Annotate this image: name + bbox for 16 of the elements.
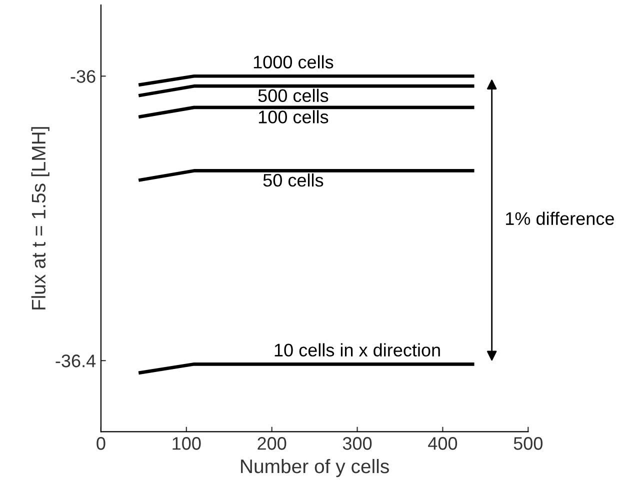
annotation: 1% difference	[506, 212, 614, 225]
series-label: 500 cells	[258, 88, 328, 102]
x-tick-label: 100	[172, 437, 201, 450]
series-label: 50 cells	[263, 173, 324, 187]
y-axis-title: Flux at t = 1.5s [LMH]	[31, 127, 50, 310]
x-axis-title: Number of y cells	[241, 458, 389, 478]
x-tick-label: 500	[514, 437, 543, 450]
y-tick-label: -36	[70, 70, 96, 83]
series-label: 100 cells	[258, 110, 328, 124]
series-label: 10 cells in x direction	[274, 343, 440, 357]
y-tick-label: -36.4	[56, 354, 96, 368]
x-tick-label: 400	[428, 437, 458, 450]
x-tick-label: 0	[96, 437, 106, 450]
series-label: 1000 cells	[254, 55, 334, 68]
x-tick-label: 300	[342, 437, 372, 450]
x-tick-label: 200	[258, 437, 286, 450]
